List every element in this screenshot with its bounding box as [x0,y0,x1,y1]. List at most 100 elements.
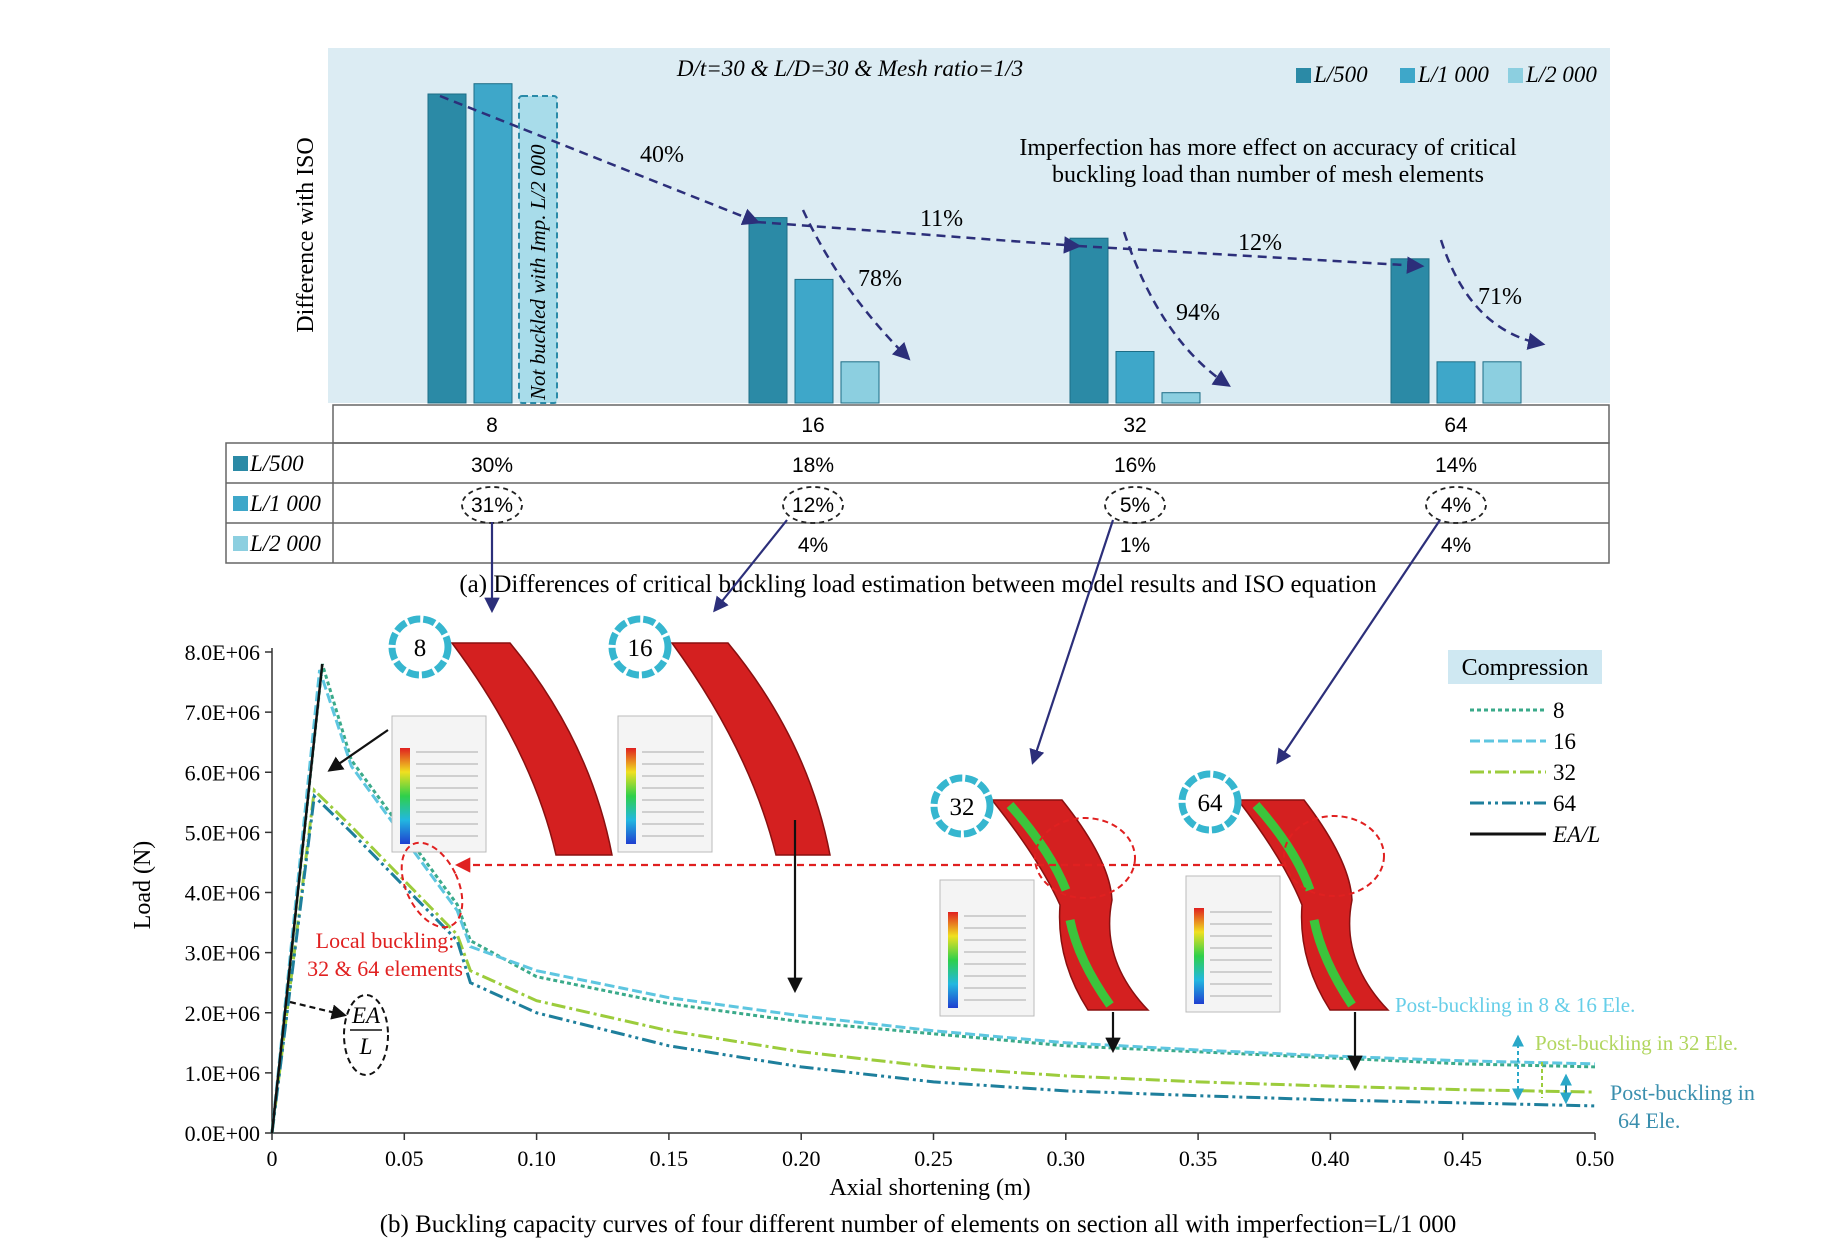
fe-legend-colorbar-64 [1194,908,1204,1004]
connector-arrow-64 [1276,519,1441,765]
ring-label-32: 32 [950,794,975,821]
table-cell-l500-64: 14% [1435,454,1477,477]
table-cell-l500-32: 16% [1114,454,1156,477]
fe-legend-lines-64 [1210,911,1272,997]
table-swatch-l2000 [233,536,248,551]
trend-arrows [439,94,1546,387]
bar-y-axis-label: Difference with ISO [293,137,319,333]
table-cell-l1000-32: 5% [1120,494,1150,517]
table-row-label-l500: L/500 [249,451,304,476]
table-swatch-l500 [233,456,248,471]
y-tick-label: 5.0E+06 [185,820,260,845]
ring-badge-16 [608,615,672,679]
series-line-8 [270,663,1596,1134]
legend-label-16: 16 [1553,729,1576,754]
x-tick-label: 0.40 [1311,1146,1350,1171]
caption-b: (b) Buckling capacity curves of four dif… [380,1211,1457,1238]
ea-label-ellipse [343,994,389,1076]
bar-l2000-64 [1482,361,1522,404]
legend-label-8: 8 [1553,698,1565,723]
ring-badges: 8 16 32 64 [388,615,1242,838]
x-tick-label: 0.50 [1576,1146,1615,1171]
fe-green-band-64 [1252,802,1356,1008]
trend-label-78: 78% [858,266,902,292]
x-tick-label: 0.30 [1047,1146,1086,1171]
post-buckling-label-64-line-2: 64 Ele. [1618,1108,1680,1133]
legend-label-l1000: L/1 000 [1417,62,1489,87]
fe-legend-colorbar-32 [948,912,958,1008]
series-line-64 [270,793,1596,1134]
table-cell-l1000-64: 4% [1441,494,1471,517]
table-header-64: 64 [1444,414,1468,437]
connector-arrow-16 [713,519,788,613]
bar-l1000-64 [1436,361,1476,404]
table-row-label-l2000: L/2 000 [249,531,321,556]
imp-trend-arrow-16 [801,209,911,361]
fe-shell-16 [670,642,831,856]
line-y-axis-label: Load (N) [130,841,156,930]
post-buckling-label-32: Post-buckling in 32 Ele. [1535,1031,1738,1055]
fe-legend-lines-8 [416,751,478,837]
x-tick-label: 0 [267,1146,278,1171]
bar-chart-title: D/t=30 & L/D=30 & Mesh ratio=1/3 [676,56,1023,81]
trend-label-12: 12% [1238,230,1282,256]
bar-l500-16 [748,217,788,404]
bar-legend: L/500 L/1 000 L/2 000 [1296,62,1597,87]
bar-l500-64 [1390,258,1430,404]
table-cell-l2000-32: 1% [1120,534,1150,557]
highlight-ellipse-32 [1104,486,1166,524]
y-tick-label: 2.0E+06 [185,1001,260,1026]
legend-label-32: 32 [1553,760,1576,785]
x-tick-label: 0.35 [1179,1146,1218,1171]
caption-a: (a) Differences of critical buckling loa… [459,571,1377,598]
legend-swatch-l2000 [1508,68,1523,83]
table-header-row [332,404,1610,444]
fe-legend-colorbar-8 [400,748,410,844]
table-cell-l500-8: 30% [471,454,513,477]
bar-annotation-line-1: Imperfection has more effect on accuracy… [1019,135,1517,161]
table-cell-l1000-16: 12% [792,494,834,517]
data-table [225,404,1610,564]
not-buckled-box [518,95,558,404]
connector-arrow-32 [1029,519,1115,765]
local-buckling-note-line-1: Local buckling: [316,928,455,953]
legend-label-l2000: L/2 000 [1525,62,1597,87]
ring-badge-8 [388,615,452,679]
table-swatch-l1000 [233,496,248,511]
table-cells: 8 16 32 64 30% 18% 16% 14% 31% 12% 5% 4% 4% 1% 4% [461,414,1487,557]
fe-image-32 [939,799,1150,1017]
x-tick-label: 0.45 [1443,1146,1482,1171]
line-x-axis-label: Axial shortening (m) [829,1175,1030,1201]
connector-arrows [484,519,1441,765]
highlight-ellipse-64 [1425,486,1487,524]
ea-label-numerator: EA [351,1003,381,1028]
line-chart-series [270,663,1596,1134]
fe-shell-32 [990,799,1150,1011]
x-tick-label: 0.25 [914,1146,953,1171]
highlight-ellipse-16 [782,486,844,524]
legend-label-eal: EA/L [1552,822,1600,847]
y-tick-label: 0.0E+00 [185,1121,260,1146]
bar-l500-8 [427,93,467,404]
legend-title-background [1448,650,1602,684]
line-legend: Compression 8 16 32 64 EA/L [1448,650,1602,847]
table-cell-l500-16: 18% [792,454,834,477]
mesh-trend-arrow-1 [439,94,761,225]
x-tick-label: 0.10 [517,1146,556,1171]
imp-trend-arrow-32 [1122,231,1231,387]
trend-label-94: 94% [1176,300,1220,326]
bar-l1000-8 [473,83,513,404]
series-line-eal [270,663,324,1134]
trend-label-11: 11% [920,206,963,232]
bar-l1000-16 [794,278,834,404]
fe-legend-lines-32 [964,915,1026,1001]
ring-label-8: 8 [414,635,427,662]
bar-l500-32 [1069,237,1109,404]
ring-badge-32 [930,774,994,838]
ea-label-denominator: L [359,1034,373,1059]
local-buckling-ellipse-32 [1034,817,1136,899]
peak-arrow [327,729,389,772]
black-arrows [289,729,1363,1072]
fe-image-16 [617,642,831,856]
fe-shell-64 [1236,799,1390,1011]
